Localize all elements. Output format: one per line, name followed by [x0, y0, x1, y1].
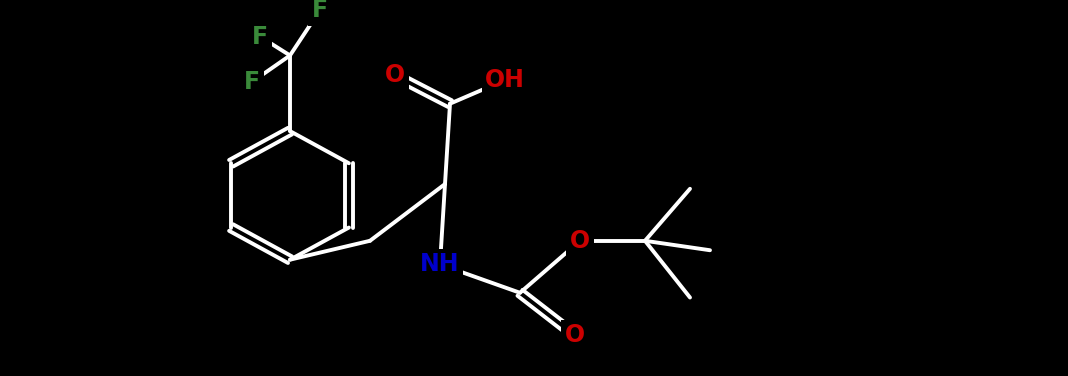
Text: O: O [570, 229, 590, 253]
Text: F: F [244, 70, 261, 94]
Text: NH: NH [420, 252, 459, 276]
Text: F: F [312, 0, 328, 22]
Text: O: O [384, 63, 405, 87]
Text: F: F [252, 24, 268, 49]
Text: OH: OH [485, 68, 525, 92]
Text: O: O [565, 323, 585, 347]
